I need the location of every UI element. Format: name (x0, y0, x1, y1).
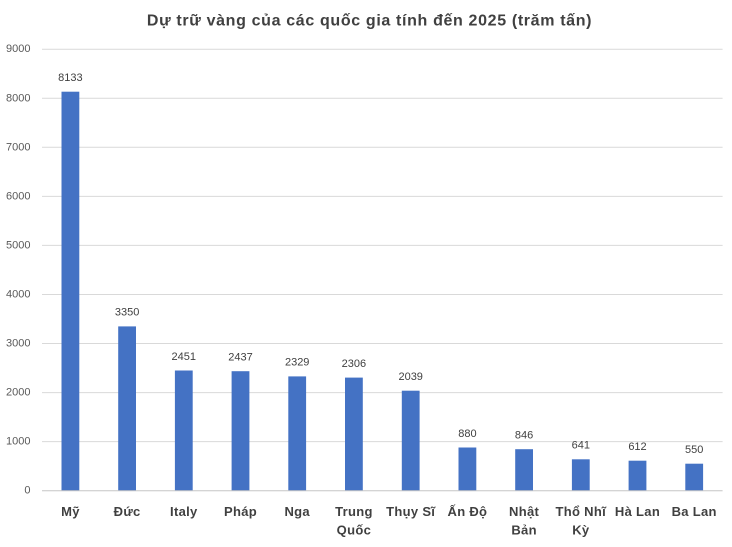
svg-text:2329: 2329 (285, 357, 309, 369)
svg-text:Mỹ: Mỹ (61, 504, 80, 519)
svg-text:8000: 8000 (6, 92, 30, 104)
svg-text:5000: 5000 (6, 239, 30, 251)
svg-text:Italy: Italy (170, 504, 198, 519)
svg-text:6000: 6000 (6, 190, 30, 202)
svg-text:3350: 3350 (115, 307, 139, 319)
svg-text:2437: 2437 (228, 352, 252, 364)
svg-text:2039: 2039 (398, 371, 422, 383)
svg-text:Nga: Nga (284, 504, 310, 519)
svg-text:0: 0 (24, 485, 30, 497)
svg-text:7000: 7000 (6, 141, 30, 153)
svg-text:Dự trữ vàng của các quốc gia t: Dự trữ vàng của các quốc gia tính đến 20… (147, 13, 592, 30)
svg-text:3000: 3000 (6, 338, 30, 350)
svg-text:Đức: Đức (114, 504, 141, 519)
svg-text:880: 880 (458, 428, 476, 440)
svg-text:Hà Lan: Hà Lan (615, 504, 660, 519)
svg-text:846: 846 (515, 430, 533, 442)
svg-text:Pháp: Pháp (224, 504, 257, 519)
svg-text:Thụy Sĩ: Thụy Sĩ (386, 504, 436, 519)
svg-text:4000: 4000 (6, 289, 30, 301)
svg-text:550: 550 (685, 444, 703, 456)
svg-text:641: 641 (572, 440, 590, 452)
svg-text:Ấn Độ: Ấn Độ (448, 504, 488, 519)
svg-text:8133: 8133 (58, 72, 82, 84)
svg-text:Ba Lan: Ba Lan (672, 504, 717, 519)
svg-text:2000: 2000 (6, 387, 30, 399)
svg-text:612: 612 (628, 441, 646, 453)
svg-text:1000: 1000 (6, 436, 30, 448)
svg-text:2451: 2451 (172, 351, 196, 363)
svg-text:2306: 2306 (342, 358, 366, 370)
svg-text:9000: 9000 (6, 43, 30, 55)
